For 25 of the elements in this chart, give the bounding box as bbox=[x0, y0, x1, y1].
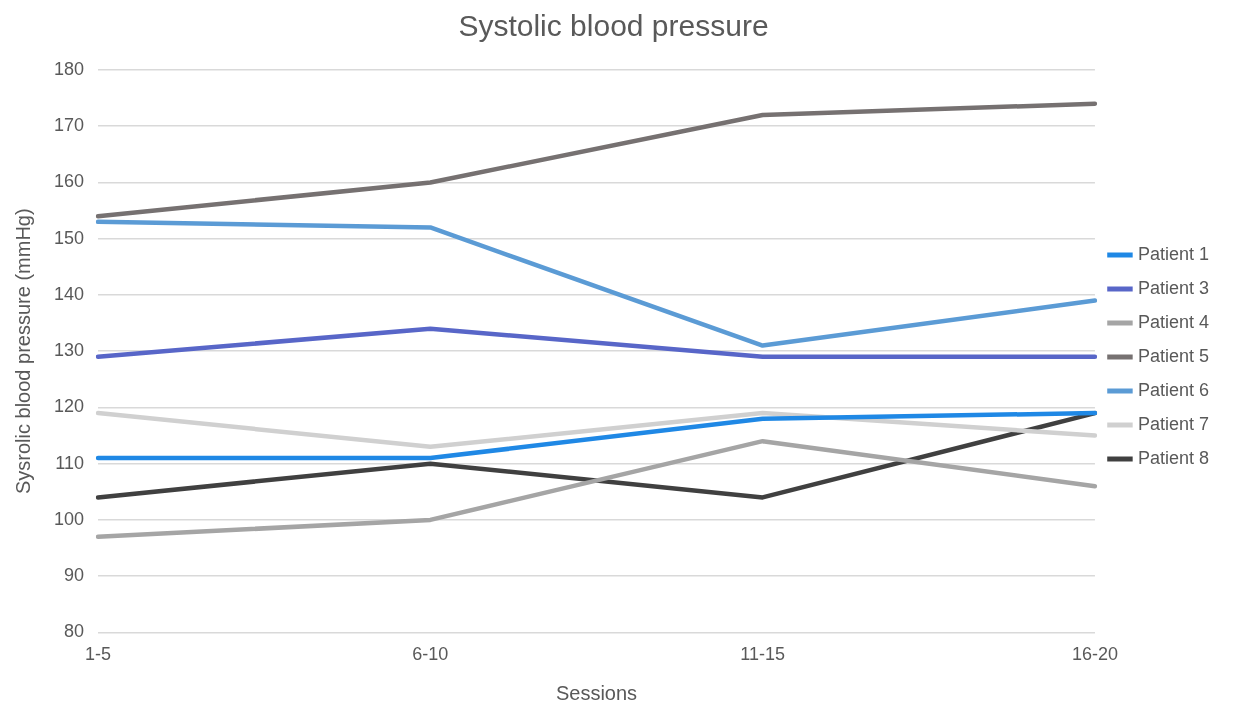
chart-title: Systolic blood pressure bbox=[458, 9, 769, 43]
x-tick-label: 6-10 bbox=[412, 644, 449, 665]
y-tick-label: 110 bbox=[55, 452, 85, 473]
legend-label: Patient 3 bbox=[1137, 277, 1210, 298]
y-tick-label: 160 bbox=[53, 171, 85, 192]
y-tick-label: 80 bbox=[64, 621, 85, 642]
legend-label: Patient 1 bbox=[1137, 243, 1210, 264]
legend-label: Patient 5 bbox=[1137, 345, 1210, 366]
x-tick-label: 1-5 bbox=[85, 644, 112, 665]
y-tick-label: 170 bbox=[53, 115, 85, 136]
y-axis-title: Sysrolic blood pressure (mmHg) bbox=[11, 208, 34, 495]
y-tick-label: 90 bbox=[64, 565, 85, 586]
x-tick-label: 11-15 bbox=[740, 644, 785, 665]
y-tick-label: 130 bbox=[53, 340, 85, 361]
y-tick-label: 180 bbox=[53, 58, 85, 79]
legend-label: Patient 6 bbox=[1137, 379, 1210, 400]
y-tick-label: 120 bbox=[53, 396, 85, 417]
y-tick-label: 140 bbox=[53, 283, 85, 304]
legend-label: Patient 4 bbox=[1137, 311, 1210, 332]
x-tick-label: 16-20 bbox=[1071, 644, 1118, 665]
y-tick-label: 100 bbox=[53, 508, 85, 529]
y-tick-label: 150 bbox=[53, 227, 85, 248]
legend-label: Patient 8 bbox=[1137, 447, 1210, 468]
legend-label: Patient 7 bbox=[1137, 413, 1210, 434]
x-axis-title: Sessions bbox=[555, 681, 638, 704]
